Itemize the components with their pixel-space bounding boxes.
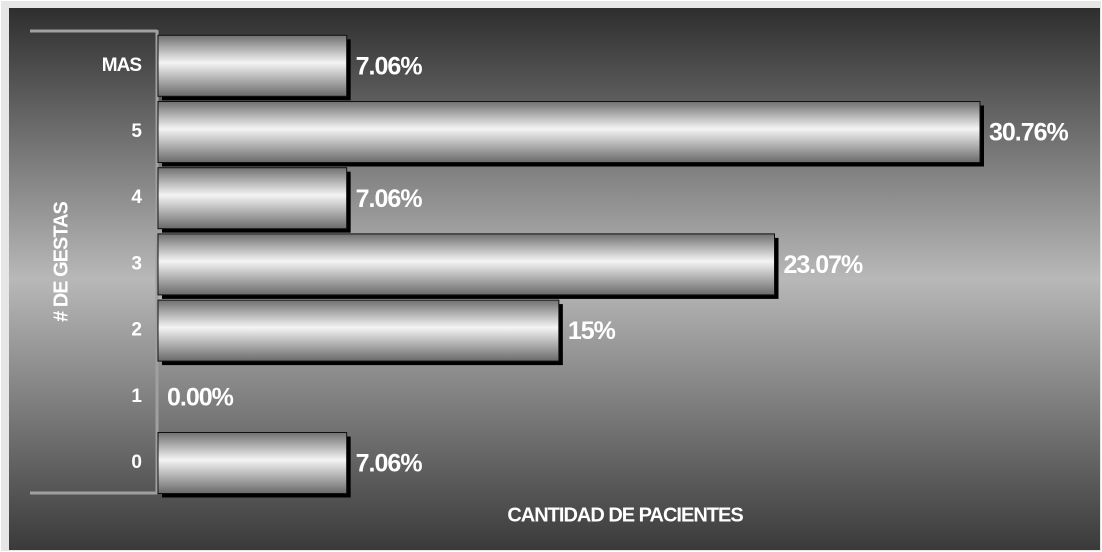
x-axis-title: CANTIDAD DE PACIENTES [507, 504, 743, 526]
bar [157, 233, 775, 296]
bar [157, 167, 348, 230]
y-tick-label: 1 [131, 386, 142, 407]
y-tick-label: MAS [102, 55, 142, 76]
y-axis-title: # DE GESTAS [50, 201, 72, 321]
data-label: 23.07% [784, 251, 864, 279]
y-tick-label: 4 [131, 187, 142, 208]
y-tick-label: 3 [131, 253, 141, 274]
y-tick-label: 0 [131, 452, 141, 473]
data-label: 7.06% [356, 185, 423, 213]
bar [157, 101, 981, 163]
y-tick-label: 5 [131, 121, 142, 142]
data-label: 30.76% [989, 119, 1069, 147]
bar [157, 34, 348, 97]
data-label: 0.00% [167, 383, 234, 411]
data-label: 15% [568, 317, 616, 345]
bar [157, 299, 560, 362]
bar [157, 432, 348, 494]
data-label: 7.06% [356, 450, 423, 478]
y-tick-label: 2 [131, 320, 141, 341]
data-label: 7.06% [356, 52, 423, 80]
